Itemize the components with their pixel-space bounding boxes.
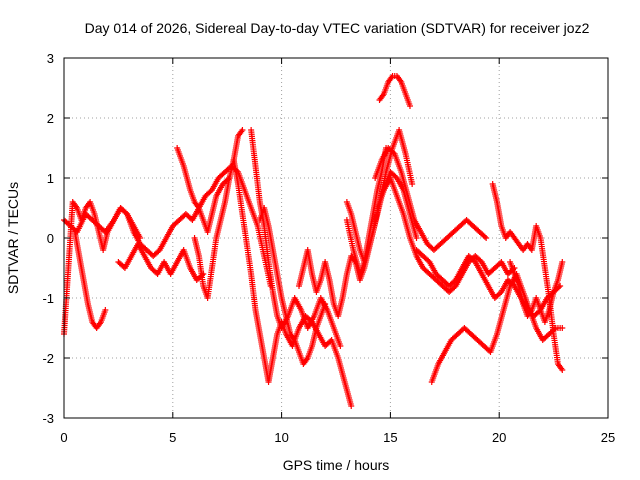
data-point <box>559 259 566 265</box>
series-s17 <box>489 181 566 373</box>
series-s2 <box>61 199 144 337</box>
y-tick-label: -2 <box>42 351 54 366</box>
y-tick-label: 1 <box>47 171 54 186</box>
series-s5 <box>174 145 233 235</box>
data-points <box>61 73 566 409</box>
data-point <box>348 403 355 409</box>
data-point <box>409 181 416 187</box>
y-tick-label: 3 <box>47 51 54 66</box>
data-point <box>555 284 562 291</box>
series-s7 <box>230 157 355 409</box>
data-point <box>559 367 566 373</box>
data-point <box>322 301 329 307</box>
series-s4 <box>115 241 207 283</box>
x-axis-label: GPS time / hours <box>283 457 390 473</box>
x-tick-label: 15 <box>383 430 397 445</box>
y-tick-label: -1 <box>42 291 54 306</box>
y-tick-label: 0 <box>47 231 54 246</box>
series-s19 <box>343 127 416 277</box>
data-point <box>483 235 490 241</box>
series-s13 <box>372 145 490 253</box>
x-tick-label: 5 <box>169 430 176 445</box>
x-tick-label: 25 <box>601 430 615 445</box>
data-point <box>102 307 109 313</box>
series-s18 <box>507 259 566 325</box>
x-tick-label: 0 <box>60 430 67 445</box>
y-tick-label: 2 <box>47 111 54 126</box>
data-point <box>559 325 566 331</box>
data-point <box>239 127 246 133</box>
chart-title: Day 014 of 2026, Sidereal Day-to-day VTE… <box>85 20 590 36</box>
series-s3 <box>71 229 109 331</box>
y-tick-label: -3 <box>42 411 54 426</box>
data-point <box>337 343 344 349</box>
data-point <box>406 103 413 109</box>
data-point <box>137 235 144 241</box>
x-tick-label: 10 <box>274 430 288 445</box>
series-s12 <box>376 73 413 109</box>
data-point <box>481 233 488 240</box>
x-tick-label: 20 <box>492 430 506 445</box>
axis-ticks: 0 5 10 15 20 25 -3 -2 -1 0 1 2 3 <box>42 51 615 445</box>
data-point <box>413 235 420 241</box>
y-axis-label: SDTVAR / TECUs <box>5 182 21 294</box>
series-s9 <box>256 205 329 367</box>
